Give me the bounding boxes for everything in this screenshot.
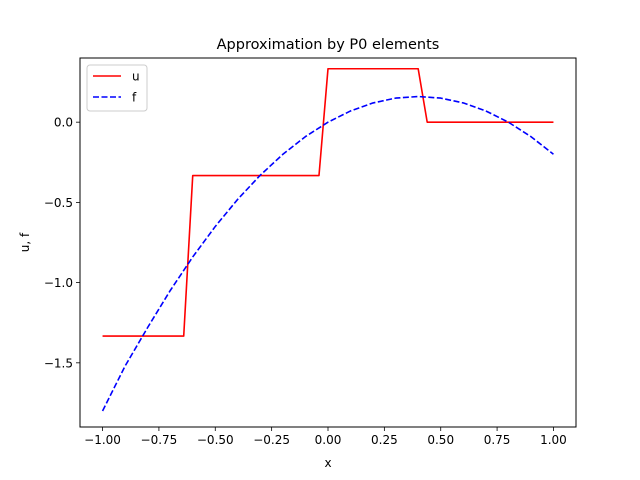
x-tick-label: −0.25 [253,433,290,447]
x-tick-label: 0.50 [427,433,454,447]
y-tick-label: −1.5 [44,356,73,370]
y-tick-label: 0.0 [54,116,73,130]
x-tick-label: −0.75 [141,433,178,447]
plot-lines [101,67,554,412]
x-tick-label: 1.00 [540,433,567,447]
x-tick-label: 0.75 [484,433,511,447]
legend: u f [86,64,148,112]
chart-title: Approximation by P0 elements [217,37,440,53]
y-axis-ticks: −1.5 −1.0 −0.5 0.0 [44,116,80,370]
x-tick-label: 0.25 [371,433,398,447]
x-tick-label: −1.00 [84,433,121,447]
legend-label-f: f [132,91,137,105]
x-tick-label: 0.00 [315,433,342,447]
legend-label-u: u [132,70,140,84]
y-tick-label: −0.5 [44,196,73,210]
x-axis-title: x [324,456,331,470]
x-axis-ticks: −1.00 −0.75 −0.50 −0.25 0.00 0.25 0.50 0.75 1.00 [84,427,567,447]
x-tick-label: −0.50 [197,433,234,447]
series-line-u [102,67,554,337]
series-line-f [101,95,554,412]
y-axis-title: u, f [18,232,32,252]
y-tick-label: −1.0 [44,276,73,290]
